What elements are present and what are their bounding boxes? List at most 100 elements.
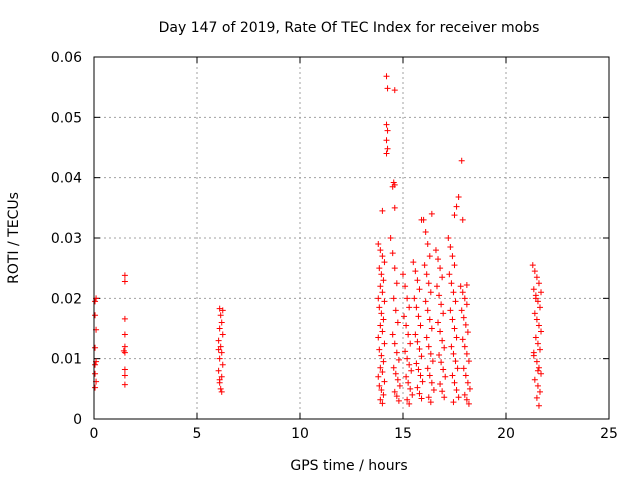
data-point (536, 304, 543, 311)
data-point (391, 340, 398, 347)
data-point (216, 355, 223, 362)
data-point (416, 346, 423, 353)
data-point (387, 235, 394, 241)
data-point (463, 282, 470, 289)
data-point (218, 373, 225, 380)
data-point (405, 379, 412, 386)
data-point (535, 402, 542, 409)
data-point (376, 304, 383, 311)
data-point (455, 193, 462, 200)
data-point (422, 298, 429, 305)
data-point (389, 183, 396, 190)
data-point (417, 372, 424, 379)
data-point (449, 372, 456, 379)
data-point (442, 373, 449, 380)
data-point (377, 283, 384, 290)
data-point (433, 283, 440, 290)
data-point (533, 358, 540, 365)
data-point (465, 400, 472, 407)
data-point (384, 127, 391, 134)
data-point (428, 210, 435, 217)
data-point (422, 228, 429, 235)
data-point (395, 356, 402, 363)
data-point (464, 329, 471, 336)
data-point (393, 393, 400, 400)
data-point (394, 319, 401, 326)
data-point (529, 262, 536, 269)
data-point (402, 348, 409, 355)
data-point (378, 352, 385, 359)
data-point (121, 272, 128, 279)
data-point (463, 350, 470, 357)
data-point (391, 388, 398, 395)
data-point (384, 145, 391, 152)
data-point (420, 216, 427, 223)
data-point (452, 298, 459, 305)
data-point (379, 368, 386, 375)
data-point (121, 372, 128, 379)
x-tick-label: 0 (90, 426, 99, 442)
data-point (437, 265, 444, 272)
data-point (438, 301, 445, 308)
data-point (393, 349, 400, 356)
data-point (403, 373, 410, 380)
data-point (379, 400, 386, 407)
data-point (538, 328, 545, 335)
data-point (390, 364, 397, 371)
data-point (384, 85, 391, 92)
data-point (92, 312, 99, 319)
x-axis-label: GPS time / hours (290, 458, 407, 474)
data-point (375, 241, 382, 248)
data-point (451, 262, 458, 269)
data-point (451, 325, 458, 332)
data-point (463, 301, 470, 308)
data-point (383, 150, 390, 157)
data-point (452, 358, 459, 365)
data-point (219, 361, 226, 368)
data-point (92, 370, 99, 377)
data-point (455, 394, 462, 401)
data-point (417, 322, 424, 329)
data-point (429, 358, 436, 365)
data-point (532, 295, 539, 302)
data-point (447, 244, 454, 251)
data-point (92, 298, 99, 305)
data-point (535, 280, 542, 287)
data-point (414, 338, 421, 345)
data-point (445, 235, 452, 241)
data-point (218, 388, 225, 395)
data-point (421, 262, 428, 269)
data-point (219, 331, 226, 338)
data-point (406, 361, 413, 368)
data-point (396, 382, 403, 389)
data-point (441, 394, 448, 401)
data-point (439, 274, 446, 281)
data-point (380, 316, 387, 323)
data-point (381, 378, 388, 385)
data-point (376, 382, 383, 389)
axis-ticks: 0 5 10 15 20 25 0 0.01 0.02 0.03 0.04 0.05 0.06 (51, 50, 618, 442)
data-point (437, 328, 444, 335)
plot-frame (93, 56, 610, 420)
data-point (383, 73, 390, 80)
data-point (427, 399, 434, 406)
data-point (533, 394, 540, 401)
data-point (218, 349, 225, 356)
data-point (380, 391, 387, 398)
data-point (450, 289, 457, 296)
data-point (446, 271, 453, 278)
data-point (392, 370, 399, 377)
data-point (406, 400, 413, 407)
data-point (401, 313, 408, 320)
data-point (121, 331, 128, 338)
data-point (449, 316, 456, 323)
data-point (454, 365, 461, 372)
data-point (375, 295, 382, 302)
data-point (461, 295, 468, 302)
data-point (425, 280, 432, 287)
data-point (379, 289, 386, 296)
data-point (534, 298, 541, 305)
data-point (381, 340, 388, 347)
